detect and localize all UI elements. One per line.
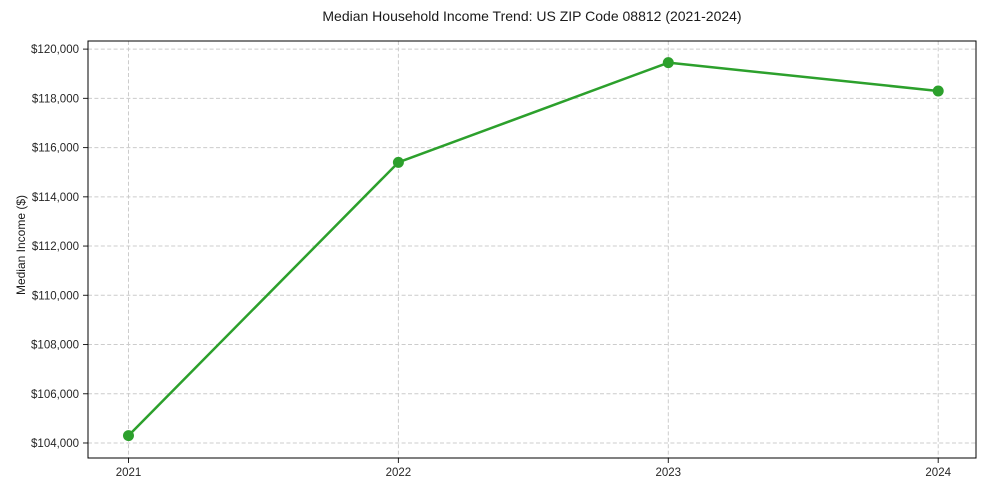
x-tick-label: 2023	[656, 467, 682, 479]
data-point-2023	[662, 57, 674, 69]
y-tick-label: $118,000	[32, 93, 79, 105]
y-tick-label: $110,000	[32, 290, 79, 302]
income-trend-line	[127, 61, 940, 437]
y-tick-label: $112,000	[32, 241, 79, 253]
data-point-2021	[122, 430, 134, 442]
x-tick-label: 2022	[386, 467, 412, 479]
plot-border	[87, 40, 977, 459]
y-tick-label: $116,000	[32, 143, 79, 155]
y-tick-label: $114,000	[32, 192, 79, 204]
x-tick-label: 2021	[116, 467, 142, 479]
y-tick-label: $106,000	[31, 389, 79, 401]
data-point-2022	[392, 156, 404, 168]
y-tick-label: $120,000	[31, 44, 79, 56]
data-point-2024	[932, 85, 944, 97]
y-tick-label: $108,000	[31, 340, 79, 352]
x-tick-label: 2024	[925, 467, 951, 479]
y-tick-label: $104,000	[31, 438, 79, 450]
chart-title: Median Household Income Trend: US ZIP Co…	[322, 8, 742, 24]
